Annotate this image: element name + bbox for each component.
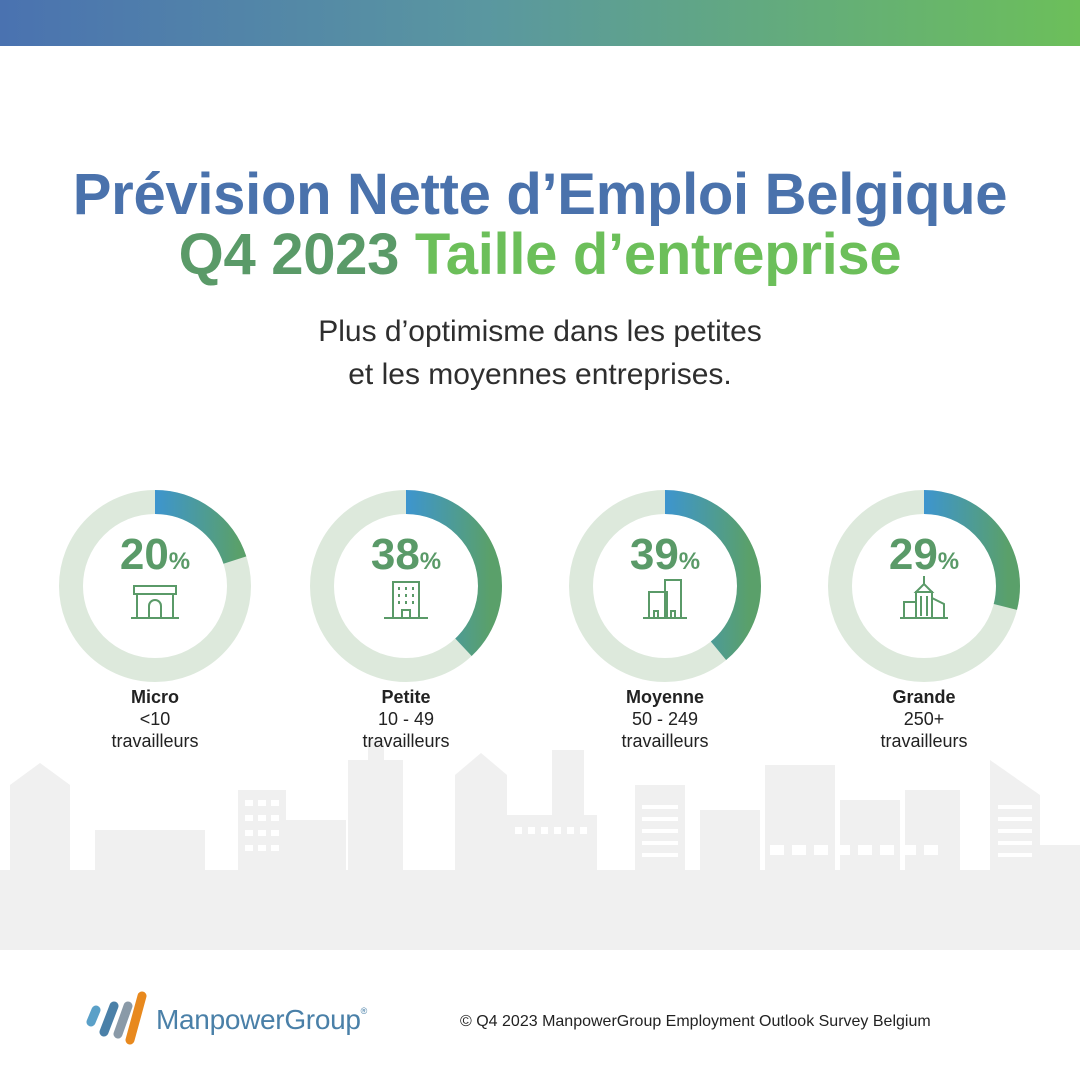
category-label-petite: Petite 10 - 49 travailleurs [286,686,526,752]
percent-label-moyenne: 39% [565,530,765,580]
percent-sign-grande: % [937,548,960,575]
category-workers-petite: travailleurs [362,731,450,751]
donut-moyenne: 39% Moyenne 50 - 249 travailleurs [565,486,765,766]
category-label-micro: Micro <10 travailleurs [35,686,275,752]
category-label-moyenne: Moyenne 50 - 249 travailleurs [545,686,785,752]
category-range-grande: 250+ [903,709,945,729]
office-building-icon [384,581,428,619]
copyright-text: © Q4 2023 ManpowerGroup Employment Outlo… [460,1013,931,1030]
percent-value-petite: 38 [370,530,420,579]
logo-wordmark: ManpowerGroup [156,1004,361,1035]
percent-sign-micro: % [168,548,191,575]
percent-value-moyenne: 39 [629,530,679,579]
logo-text: ManpowerGroup® [156,1004,367,1036]
donut-ring-micro [59,490,251,682]
category-name-petite: Petite [381,687,431,707]
skyline-illustration [0,740,1080,950]
donut-ring-grande [828,490,1020,682]
subtitle-line1: Plus d’optimisme dans les petites [318,315,762,348]
skyscraper-icon [900,576,948,619]
category-name-grande: Grande [892,687,956,707]
subtitle: Plus d’optimisme dans les petites et les… [0,310,1080,396]
page-title-line2: Q4 2023 Taille d’entreprise [0,222,1080,288]
donut-grande: 29% Grande 250+ travailleurs [824,486,1024,766]
percent-sign-moyenne: % [678,548,701,575]
donut-micro: 20% Micro <10 travailleurs [55,486,255,766]
category-name-micro: Micro [130,687,179,707]
percent-sign-petite: % [419,548,442,575]
ring-arc-grande [828,490,1020,682]
category-range-moyenne: 50 - 249 [631,709,699,729]
registered-mark: ® [360,1006,368,1016]
category-range-petite: 10 - 49 [377,709,435,729]
percent-label-micro: 20% [55,530,255,580]
donut-ring-moyenne [569,490,761,682]
shop-icon [131,585,179,619]
category-workers-micro: travailleurs [111,731,199,751]
percent-value-grande: 29 [888,530,938,579]
donut-ring-petite [310,490,502,682]
twin-buildings-icon [643,579,687,619]
topic-label: Taille d’entreprise [414,222,902,287]
category-workers-moyenne: travailleurs [621,731,709,751]
quarter-label: Q4 2023 [178,222,400,287]
ring-arc-micro [59,490,251,682]
category-workers-grande: travailleurs [880,731,968,751]
ring-arc-moyenne [569,490,761,682]
percent-value-micro: 20 [119,530,169,579]
page-title: Prévision Nette d’Emploi Belgique [72,162,1008,227]
ring-arc-petite [310,490,502,682]
category-name-moyenne: Moyenne [625,687,704,707]
subtitle-line2: et les moyennes entreprises. [348,358,732,391]
percent-label-petite: 38% [306,530,506,580]
category-label-grande: Grande 250+ travailleurs [804,686,1044,752]
percent-label-grande: 29% [824,530,1024,580]
top-gradient-bar [0,0,1080,46]
category-range-micro: <10 [139,709,171,729]
donut-petite: 38% Petite 10 - 49 travailleurs [306,486,506,766]
manpowergroup-logo-mark [86,991,147,1045]
